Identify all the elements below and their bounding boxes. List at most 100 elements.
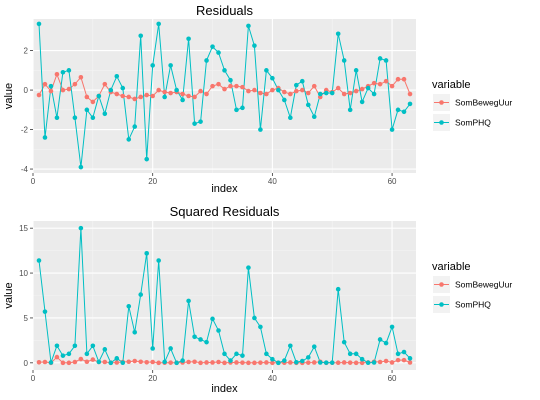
point-SomBewegUur: [371, 80, 377, 86]
point-SomPHQ: [270, 356, 275, 362]
point-SomPHQ: [180, 358, 185, 363]
point-SomBewegUur: [186, 93, 191, 99]
point-SomPHQ: [36, 21, 42, 27]
point-SomPHQ: [90, 115, 96, 121]
point-SomBewegUur: [54, 71, 60, 77]
point-SomBewegUur: [377, 359, 383, 365]
point-SomBewegUur: [270, 87, 275, 93]
point-SomPHQ: [252, 43, 257, 48]
point-SomBewegUur: [150, 359, 155, 365]
point-SomPHQ: [282, 358, 287, 363]
point-SomPHQ: [198, 337, 203, 342]
point-SomPHQ: [126, 303, 132, 309]
y-tick-label: 5: [24, 314, 29, 323]
point-SomBewegUur: [72, 81, 78, 87]
point-SomBewegUur: [54, 354, 60, 360]
point-SomPHQ: [264, 351, 269, 357]
point-SomPHQ: [282, 97, 287, 103]
point-SomPHQ: [317, 91, 323, 97]
point-SomBewegUur: [114, 360, 120, 365]
point-SomPHQ: [240, 105, 245, 111]
point-SomBewegUur: [138, 359, 144, 365]
point-SomBewegUur: [359, 360, 365, 366]
point-SomPHQ: [246, 265, 251, 270]
point-SomPHQ: [252, 315, 257, 321]
point-SomBewegUur: [90, 357, 96, 362]
legend-key-point: [439, 120, 444, 125]
point-SomBewegUur: [216, 81, 221, 87]
point-SomBewegUur: [168, 90, 173, 96]
point-SomPHQ: [42, 135, 48, 140]
x-tick-label: 40: [268, 177, 277, 186]
point-SomBewegUur: [78, 356, 84, 362]
point-SomBewegUur: [353, 360, 359, 366]
point-SomBewegUur: [347, 90, 353, 96]
plot-panel: [33, 19, 416, 173]
point-SomBewegUur: [252, 360, 257, 366]
point-SomPHQ: [198, 119, 203, 124]
point-SomPHQ: [246, 23, 251, 29]
point-SomPHQ: [36, 258, 42, 263]
point-SomPHQ: [186, 36, 191, 42]
point-SomPHQ: [150, 346, 155, 351]
y-tick-label: 10: [19, 269, 28, 278]
point-SomBewegUur: [228, 83, 233, 89]
point-SomBewegUur: [341, 360, 347, 365]
point-SomBewegUur: [347, 360, 353, 365]
x-axis-label: index: [211, 183, 238, 195]
point-SomPHQ: [96, 359, 102, 365]
point-SomPHQ: [204, 58, 209, 63]
point-SomPHQ: [359, 99, 365, 105]
point-SomPHQ: [96, 93, 102, 99]
point-SomPHQ: [323, 90, 329, 96]
point-SomPHQ: [222, 68, 227, 73]
point-SomPHQ: [305, 102, 311, 108]
legend: variable SomBewegUur SomPHQ: [432, 79, 512, 131]
point-SomBewegUur: [204, 360, 209, 365]
point-SomPHQ: [138, 292, 144, 297]
point-SomBewegUur: [78, 74, 84, 80]
point-SomBewegUur: [186, 359, 191, 365]
legend-title: variable: [432, 79, 471, 91]
point-SomBewegUur: [383, 358, 389, 364]
point-SomPHQ: [270, 75, 275, 81]
point-SomBewegUur: [335, 360, 341, 366]
x-tick-label: 60: [388, 374, 397, 383]
point-SomBewegUur: [156, 87, 161, 93]
point-SomBewegUur: [192, 94, 197, 100]
point-SomPHQ: [114, 73, 120, 79]
point-SomPHQ: [305, 355, 311, 360]
x-tick-label: 60: [388, 177, 397, 186]
point-SomPHQ: [377, 56, 383, 61]
point-SomPHQ: [395, 351, 401, 357]
point-SomPHQ: [48, 83, 54, 89]
point-SomPHQ: [60, 353, 66, 358]
point-SomPHQ: [329, 360, 335, 365]
point-SomBewegUur: [341, 91, 347, 97]
point-SomBewegUur: [120, 93, 126, 99]
point-SomPHQ: [114, 356, 120, 361]
point-SomPHQ: [108, 360, 114, 366]
point-SomPHQ: [150, 63, 155, 68]
point-SomBewegUur: [246, 88, 251, 94]
point-SomBewegUur: [258, 360, 263, 365]
point-SomPHQ: [132, 124, 138, 129]
point-SomPHQ: [162, 94, 167, 100]
point-SomPHQ: [347, 107, 353, 113]
point-SomPHQ: [66, 68, 72, 73]
point-SomPHQ: [228, 358, 233, 363]
point-SomPHQ: [288, 343, 293, 349]
point-SomPHQ: [210, 44, 215, 49]
point-SomBewegUur: [84, 359, 90, 365]
point-SomBewegUur: [84, 94, 90, 100]
point-SomPHQ: [365, 360, 371, 366]
point-SomBewegUur: [42, 359, 48, 365]
point-SomBewegUur: [66, 86, 72, 92]
point-SomPHQ: [276, 87, 281, 93]
x-axis-label: index: [211, 383, 238, 395]
point-SomBewegUur: [198, 360, 203, 366]
point-SomBewegUur: [258, 90, 263, 96]
legend-label-SomPHQ: SomPHQ: [455, 118, 491, 128]
point-SomBewegUur: [353, 88, 359, 94]
